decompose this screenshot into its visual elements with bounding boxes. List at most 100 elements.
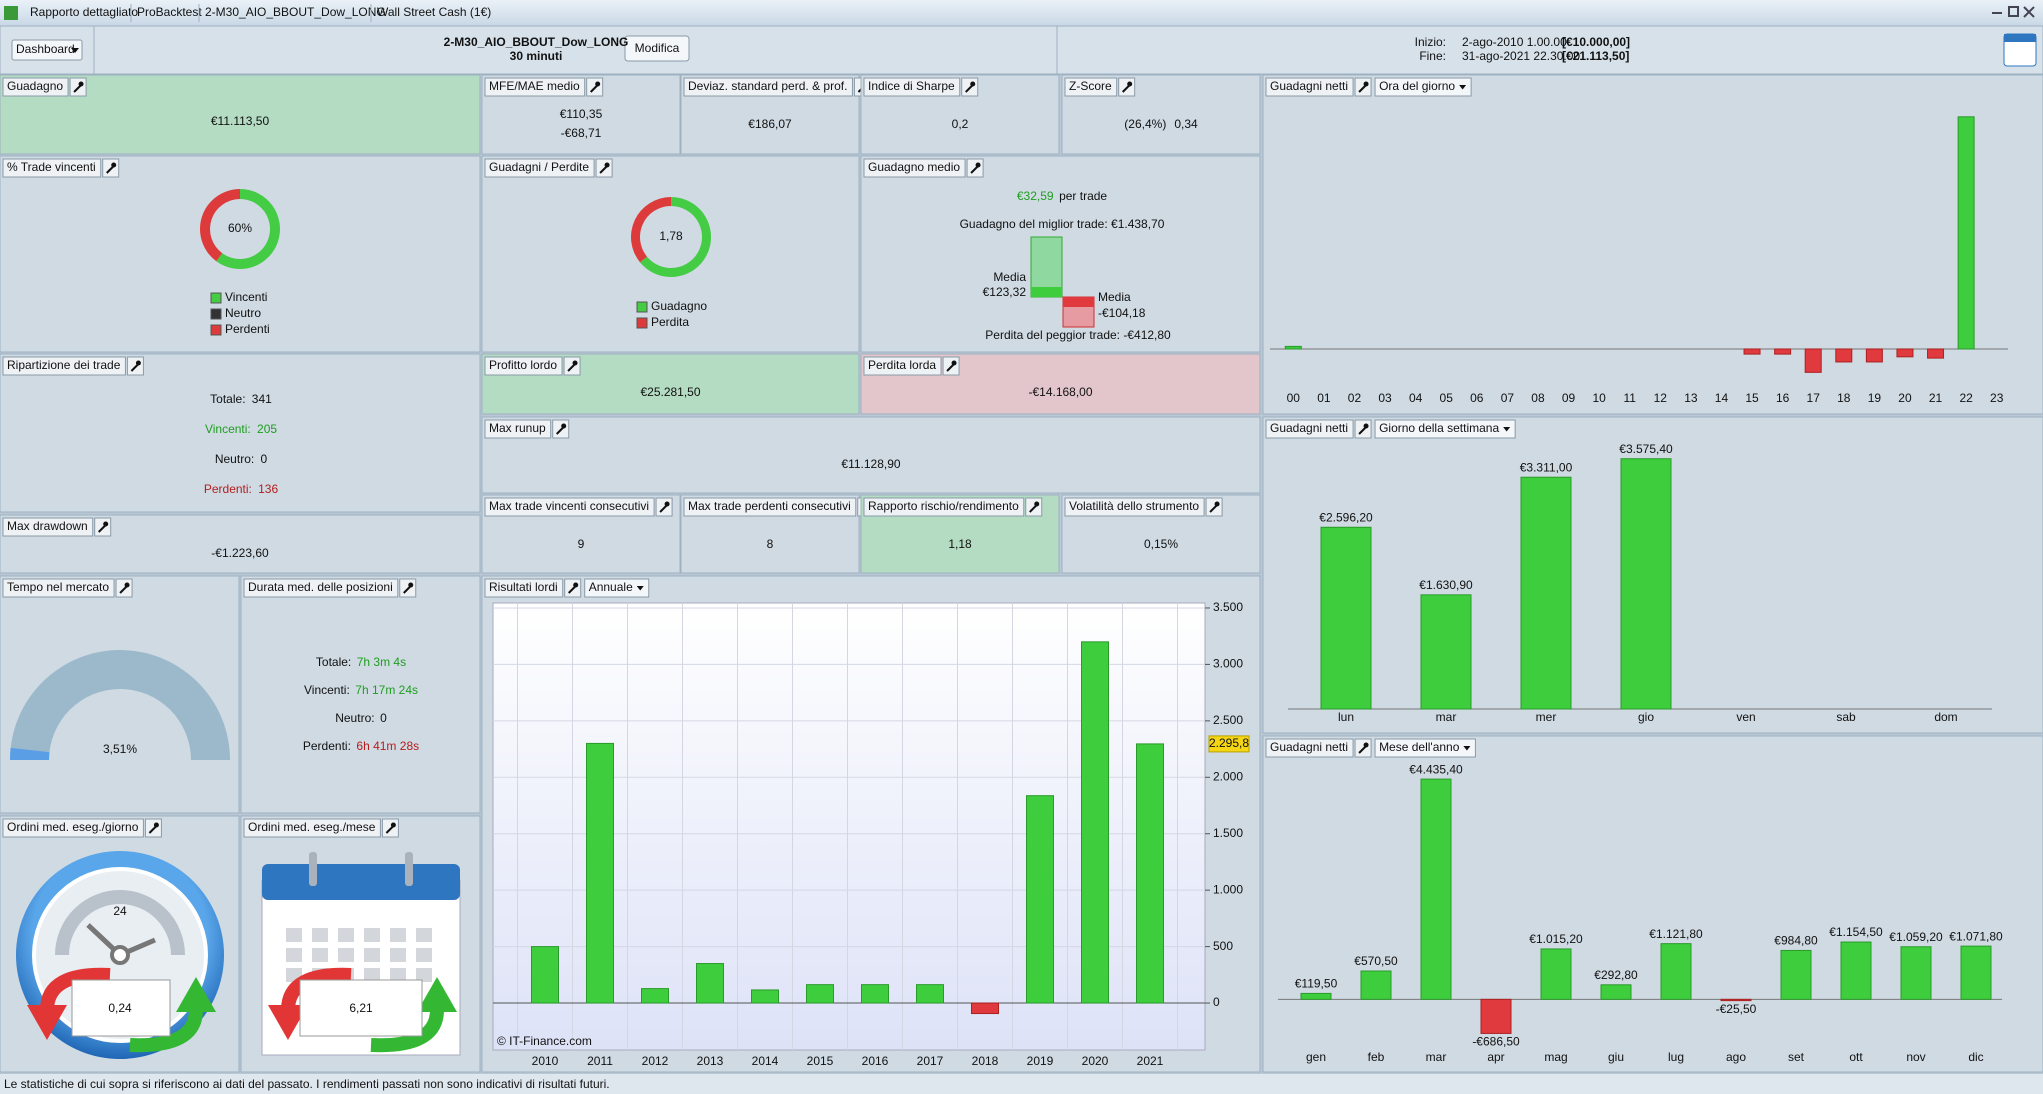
y-tick-label: 0 bbox=[1213, 995, 1220, 1009]
wrench-head bbox=[573, 582, 579, 588]
window-controls[interactable] bbox=[1992, 6, 2035, 18]
selector-dropdown[interactable] bbox=[584, 578, 650, 598]
selector-dropdown[interactable] bbox=[1374, 738, 1476, 758]
bar bbox=[1540, 948, 1572, 1000]
panel-title-box bbox=[1265, 77, 1354, 97]
bar bbox=[1300, 992, 1332, 1000]
footer-text: Le statistiche di cui sopra si riferisco… bbox=[4, 1077, 610, 1091]
calendar-day bbox=[390, 948, 406, 962]
red-arrow-head bbox=[27, 1005, 67, 1040]
panel-title-box bbox=[863, 158, 966, 178]
legend-swatch bbox=[210, 308, 222, 320]
dropdown-arrow bbox=[1463, 746, 1471, 751]
x-tick-label: dic bbox=[1968, 1050, 1983, 1064]
bar bbox=[1320, 526, 1372, 710]
stat-value: -€1.223,60 bbox=[211, 546, 269, 560]
panel-title: Guadagni / Perdite bbox=[489, 160, 589, 174]
bar bbox=[696, 963, 724, 1004]
donut-center-label: 1,78 bbox=[659, 229, 683, 243]
stat-value: 9 bbox=[578, 537, 585, 551]
x-tick-label: 2014 bbox=[752, 1054, 779, 1068]
watermark: © IT-Finance.com bbox=[497, 1034, 592, 1048]
data-label: €4.435,40 bbox=[1409, 762, 1463, 776]
wrench-head bbox=[111, 162, 117, 168]
x-tick-label: 05 bbox=[1440, 391, 1454, 405]
x-tick-label: ven bbox=[1736, 710, 1755, 724]
selector-label: Mese dell'anno bbox=[1379, 740, 1460, 754]
bar bbox=[1957, 116, 1975, 350]
gauge-label: 3,51% bbox=[103, 742, 137, 756]
value-box bbox=[71, 979, 171, 1037]
wrench-head bbox=[595, 81, 601, 87]
x-tick-label: 2017 bbox=[917, 1054, 944, 1068]
stat-value: €186,07 bbox=[748, 117, 792, 131]
bar bbox=[1136, 743, 1164, 1004]
orders-day-value: 0,24 bbox=[108, 1001, 132, 1015]
breakdown-row: Neutro: 0 bbox=[215, 452, 268, 466]
x-tick-label: 2019 bbox=[1027, 1054, 1054, 1068]
x-tick-label: 2012 bbox=[642, 1054, 669, 1068]
x-tick-label: ago bbox=[1726, 1050, 1746, 1064]
calendar-day bbox=[286, 928, 302, 942]
x-tick-label: mar bbox=[1426, 1050, 1447, 1064]
bar bbox=[1780, 949, 1812, 1000]
tab: Wall Street Cash (1€) bbox=[377, 5, 491, 19]
panel-title-box bbox=[484, 497, 655, 517]
stat-value: 0,15% bbox=[1144, 537, 1178, 551]
y-tick-label: 2.000 bbox=[1213, 769, 1243, 783]
bar bbox=[916, 984, 944, 1004]
z-score-value-part: 0,34 bbox=[1174, 117, 1198, 131]
panel-title-box bbox=[484, 419, 552, 439]
panel-title: Rapporto rischio/rendimento bbox=[868, 499, 1019, 513]
donut-center-label: 60% bbox=[228, 221, 252, 235]
duration-row: Totale: 7h 3m 4s bbox=[316, 655, 406, 669]
x-tick-label: set bbox=[1788, 1050, 1805, 1064]
x-tick-label: 2020 bbox=[1082, 1054, 1109, 1068]
value-box bbox=[299, 979, 423, 1037]
bar bbox=[1865, 348, 1883, 363]
breakdown-row: Perdenti: 136 bbox=[204, 482, 279, 496]
selector-label: Giorno della settimana bbox=[1379, 421, 1499, 435]
donut-segment bbox=[216, 189, 280, 269]
y-tick-label: 3.000 bbox=[1213, 657, 1243, 671]
panel-title-box bbox=[2, 356, 126, 376]
x-tick-label: 07 bbox=[1501, 391, 1515, 405]
bar bbox=[861, 984, 889, 1004]
y-tick-label: 500 bbox=[1213, 939, 1233, 953]
panel-title-box bbox=[2, 578, 115, 598]
panel-title: Durata med. delle posizioni bbox=[248, 580, 393, 594]
selector-dropdown[interactable] bbox=[1374, 419, 1516, 439]
panel bbox=[481, 416, 1261, 494]
calendar-day bbox=[390, 928, 406, 942]
calendar-ring bbox=[309, 852, 317, 886]
data-label: €2.596,20 bbox=[1319, 510, 1373, 524]
dashboard-label: Dashboard bbox=[16, 42, 75, 56]
duration-row-part: Neutro: bbox=[335, 711, 374, 725]
selector-dropdown[interactable] bbox=[1374, 77, 1472, 97]
dashboard-dropdown[interactable] bbox=[11, 39, 83, 61]
mae-value: -€68,71 bbox=[561, 126, 602, 140]
data-label: -€686,50 bbox=[1472, 1035, 1520, 1049]
breakdown-row: Totale: 341 bbox=[210, 392, 272, 406]
x-tick-label: 2011 bbox=[587, 1054, 613, 1068]
x-tick-label: gio bbox=[1638, 710, 1654, 724]
wrench-head bbox=[1214, 501, 1220, 507]
x-tick-label: 2021 bbox=[1137, 1054, 1164, 1068]
duration-row-part: 7h 17m 24s bbox=[355, 683, 418, 697]
worst-trade: Perdita del peggior trade: -€412,80 bbox=[985, 328, 1171, 342]
x-tick-label: 23 bbox=[1990, 391, 2004, 405]
bar bbox=[1804, 348, 1822, 373]
app-icon bbox=[4, 6, 18, 20]
avg-gain-value: €32,59 per trade bbox=[1017, 189, 1108, 203]
bar bbox=[586, 742, 614, 1004]
edit-label: Modifica bbox=[635, 41, 680, 55]
bar bbox=[1520, 476, 1572, 710]
panel-title: Indice di Sharpe bbox=[868, 79, 955, 93]
data-label: €1.630,90 bbox=[1419, 578, 1473, 592]
legend-label: Neutro bbox=[225, 306, 261, 320]
panel-title-box bbox=[683, 77, 853, 97]
bar bbox=[1420, 594, 1472, 710]
avg-loss-value: -€104,18 bbox=[1098, 306, 1146, 320]
edit-button[interactable] bbox=[624, 35, 690, 62]
x-tick-label: 2018 bbox=[972, 1054, 999, 1068]
